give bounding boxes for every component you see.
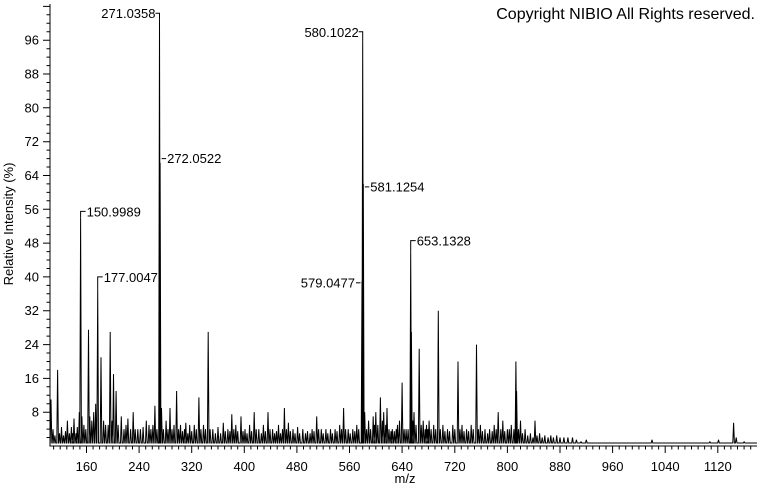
x-tick-label: 960 bbox=[602, 459, 624, 474]
peak-label: 177.0047 bbox=[104, 270, 158, 285]
peak-label: 150.9989 bbox=[87, 204, 141, 219]
peak-label: 271.0358 bbox=[101, 6, 155, 21]
y-tick-label: 24 bbox=[25, 337, 39, 352]
y-tick-label: 16 bbox=[25, 371, 39, 386]
y-tick-label: 88 bbox=[25, 67, 39, 82]
y-axis-title: Relative Intensity (%) bbox=[1, 163, 16, 286]
spectrum-trace bbox=[49, 19, 757, 444]
y-tick-label: 32 bbox=[25, 303, 39, 318]
y-tick-label: 48 bbox=[25, 236, 39, 251]
x-tick-label: 720 bbox=[444, 459, 466, 474]
x-axis-title: m/z bbox=[395, 471, 416, 486]
peak-labels: 271.0358 272.0522 150.9989 177.0047 580.1022… bbox=[80, 6, 471, 290]
y-tick-label: 64 bbox=[25, 168, 39, 183]
y-tick-label: 40 bbox=[25, 269, 39, 284]
peak-label: 581.1254 bbox=[370, 179, 424, 194]
peak-label: 580.1022 bbox=[304, 25, 358, 40]
y-tick-label: 80 bbox=[25, 100, 39, 115]
x-tick-label: 240 bbox=[128, 459, 150, 474]
spectrum-line bbox=[49, 19, 757, 444]
y-tick-label: 8 bbox=[32, 405, 39, 420]
x-tick-label: 1120 bbox=[704, 459, 732, 474]
y-tick-label: 56 bbox=[25, 202, 39, 217]
x-tick-label: 160 bbox=[76, 459, 98, 474]
x-tick-label: 640 bbox=[391, 459, 413, 474]
y-tick-label: 96 bbox=[25, 33, 39, 48]
copyright-notice: Copyright NIBIO All Rights reserved. bbox=[496, 6, 755, 23]
x-tick-label: 560 bbox=[339, 459, 361, 474]
x-tick-label: 880 bbox=[549, 459, 571, 474]
peak-label: 272.0522 bbox=[167, 151, 221, 166]
y-tick-label: 72 bbox=[25, 134, 39, 149]
axes: 8 16 24 32 40 48 56 64 72 80 88 96 160 240 320 400 480 56… bbox=[25, 4, 757, 474]
peak-label: 579.0477 bbox=[301, 275, 355, 290]
x-tick-label: 800 bbox=[497, 459, 519, 474]
x-tick-label: 400 bbox=[233, 459, 255, 474]
x-tick-label: 1040 bbox=[651, 459, 680, 474]
x-tick-label: 480 bbox=[286, 459, 308, 474]
x-tick-label: 320 bbox=[181, 459, 203, 474]
peak-label: 653.1328 bbox=[417, 234, 471, 249]
